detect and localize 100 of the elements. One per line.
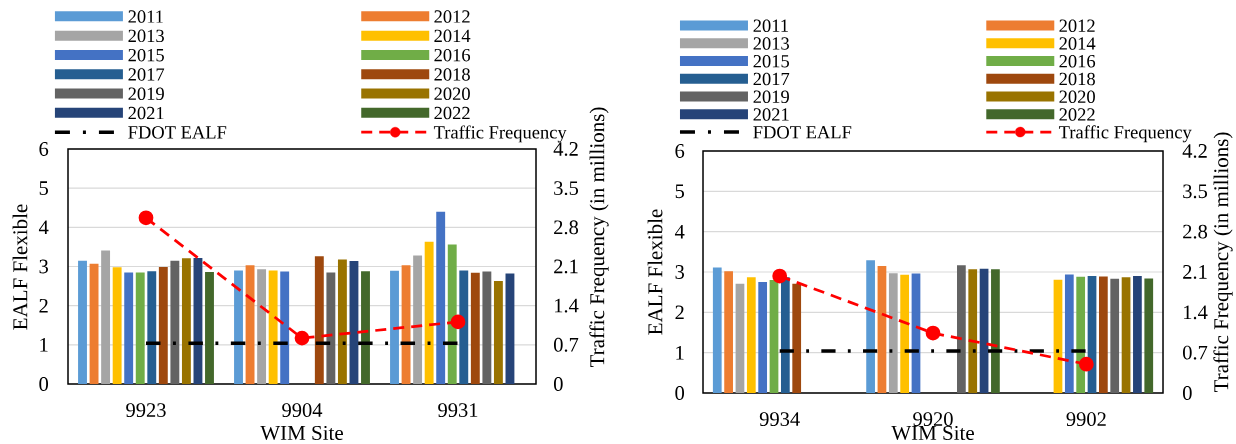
bar [124, 272, 134, 384]
y2-tick-label: 1.4 [555, 298, 579, 313]
legend-label: 2014 [1059, 37, 1096, 50]
bar [147, 271, 157, 384]
y2-tick-label: 3.5 [1183, 184, 1208, 199]
legend-label: 2020 [1059, 90, 1095, 103]
y2-tick-label: 4.2 [1182, 144, 1207, 158]
bar [158, 266, 168, 384]
legend-label: Traffic Frequency [433, 125, 567, 143]
bar [866, 260, 875, 393]
y2-tick-label: 0.7 [1183, 345, 1208, 360]
bar [792, 283, 802, 393]
bar [268, 270, 278, 384]
bar [769, 280, 779, 393]
x-tick-label: 9904 [282, 403, 323, 418]
x-tick-label: 9920 [913, 412, 953, 427]
legend-label: 2022 [434, 106, 470, 120]
bar [482, 271, 492, 384]
bar [135, 272, 145, 384]
bar [337, 259, 347, 384]
y-tick-label: 1 [40, 338, 48, 352]
x-tick-label: 9902 [1066, 412, 1106, 427]
y-tick-label: 6 [39, 142, 49, 156]
bar [888, 273, 898, 393]
y-tick-label: 3 [39, 259, 48, 274]
legend-label: 2013 [128, 29, 164, 43]
x-tick-label: 9931 [438, 403, 478, 417]
y2-tick-label: 3.5 [554, 181, 579, 196]
bar [436, 211, 446, 384]
y2-tick-label: 2.8 [1183, 224, 1208, 239]
y-tick-label: 0 [39, 377, 49, 391]
point [450, 314, 466, 330]
bar [991, 269, 1000, 393]
point [772, 268, 788, 284]
legend-label: Traffic Frequency [1058, 125, 1192, 143]
bar [505, 273, 515, 384]
y2-tick-label: 2.8 [554, 220, 579, 235]
legend-label: 2011 [753, 19, 788, 32]
y2-axis-title: Traffic Frequency (in millions) [589, 107, 609, 367]
bar [900, 274, 910, 393]
legend-label: FDOT EALF [128, 126, 227, 139]
point [925, 325, 941, 341]
point [294, 330, 310, 346]
legend-label: 2020 [434, 87, 470, 100]
legend-label: 2018 [434, 68, 470, 81]
legend-label: 2016 [434, 48, 471, 62]
y-tick-label: 2 [39, 298, 48, 313]
x-axis-title: WIM Site [260, 425, 343, 441]
y-tick-label: 0 [675, 386, 685, 400]
x-tick-label: 9923 [126, 403, 166, 417]
bar [1144, 278, 1154, 393]
y-tick-label: 4 [674, 224, 685, 239]
bar [1099, 276, 1108, 393]
y-tick-label: 6 [675, 144, 685, 158]
bar [170, 260, 180, 384]
bar [245, 265, 255, 384]
bar [112, 267, 122, 384]
y-tick-label: 4 [38, 220, 49, 235]
legend-label: 2021 [128, 106, 164, 120]
bar [424, 241, 434, 384]
legend-label: 2013 [753, 37, 790, 50]
bar [181, 258, 191, 384]
bar [459, 270, 469, 384]
legend-label: 2021 [753, 108, 789, 121]
bar [712, 267, 722, 393]
bar [390, 270, 399, 384]
bar [1121, 277, 1131, 393]
bar [1076, 276, 1086, 393]
bar [205, 271, 214, 384]
y-tick-label: 3 [675, 265, 685, 279]
bar [280, 271, 290, 384]
y2-axis-title: Traffic Frequency (in millions) [1213, 132, 1233, 392]
bar [957, 265, 966, 393]
bar [413, 255, 423, 384]
bar [447, 244, 457, 384]
legend-label: 2018 [1059, 72, 1095, 86]
legend-label: 2012 [1059, 19, 1095, 32]
bar [257, 269, 267, 384]
legend-label: 2017 [753, 72, 790, 86]
bar [470, 272, 480, 384]
legend-label: 2011 [128, 10, 163, 23]
y-tick-label: 5 [39, 181, 48, 195]
point [1078, 356, 1094, 372]
y2-tick-label: 2.1 [554, 259, 578, 274]
legend-label: 2019 [128, 87, 164, 100]
y-tick-label: 2 [675, 305, 684, 320]
legend-label: 2017 [128, 68, 165, 81]
y2-tick-label: 4.2 [553, 142, 578, 156]
legend-label: FDOT EALF [753, 126, 852, 139]
legend-label: 2015 [128, 48, 164, 62]
bar [968, 269, 978, 393]
point [138, 210, 154, 226]
legend-label: 2014 [434, 29, 471, 43]
bar [1064, 274, 1074, 393]
bar [746, 277, 756, 393]
legend-label: 2022 [1059, 108, 1095, 121]
legend-label: 2012 [434, 10, 470, 23]
bar [735, 283, 745, 393]
legend-label: 2016 [1059, 55, 1096, 68]
bar [979, 268, 989, 393]
